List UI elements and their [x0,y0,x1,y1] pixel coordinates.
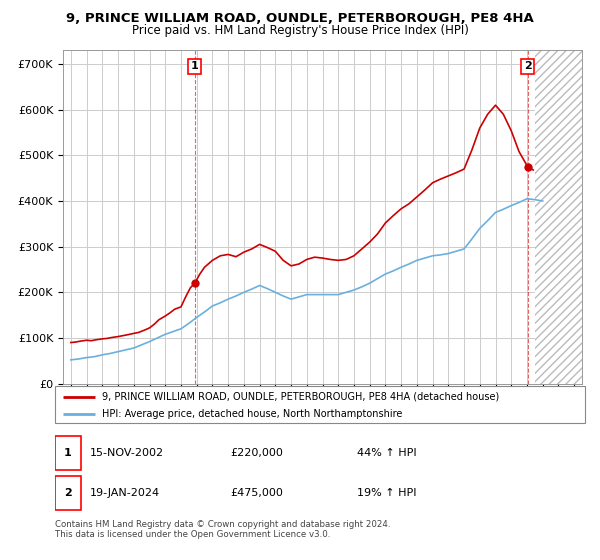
Text: HPI: Average price, detached house, North Northamptonshire: HPI: Average price, detached house, Nort… [102,409,402,419]
Text: 9, PRINCE WILLIAM ROAD, OUNDLE, PETERBOROUGH, PE8 4HA: 9, PRINCE WILLIAM ROAD, OUNDLE, PETERBOR… [66,12,534,25]
Text: 15-NOV-2002: 15-NOV-2002 [89,448,164,458]
FancyBboxPatch shape [55,436,80,470]
FancyBboxPatch shape [55,477,80,510]
FancyBboxPatch shape [55,386,585,423]
Text: 19-JAN-2024: 19-JAN-2024 [89,488,160,498]
Text: 1: 1 [64,448,72,458]
Text: 2: 2 [524,62,532,71]
Text: £220,000: £220,000 [230,448,283,458]
Text: 9, PRINCE WILLIAM ROAD, OUNDLE, PETERBOROUGH, PE8 4HA (detached house): 9, PRINCE WILLIAM ROAD, OUNDLE, PETERBOR… [102,391,499,402]
Text: 1: 1 [191,62,199,71]
Text: Contains HM Land Registry data © Crown copyright and database right 2024.
This d: Contains HM Land Registry data © Crown c… [55,520,391,539]
Text: Price paid vs. HM Land Registry's House Price Index (HPI): Price paid vs. HM Land Registry's House … [131,24,469,36]
Text: 44% ↑ HPI: 44% ↑ HPI [357,448,417,458]
Text: £475,000: £475,000 [230,488,283,498]
Text: 19% ↑ HPI: 19% ↑ HPI [357,488,416,498]
Text: 2: 2 [64,488,72,498]
